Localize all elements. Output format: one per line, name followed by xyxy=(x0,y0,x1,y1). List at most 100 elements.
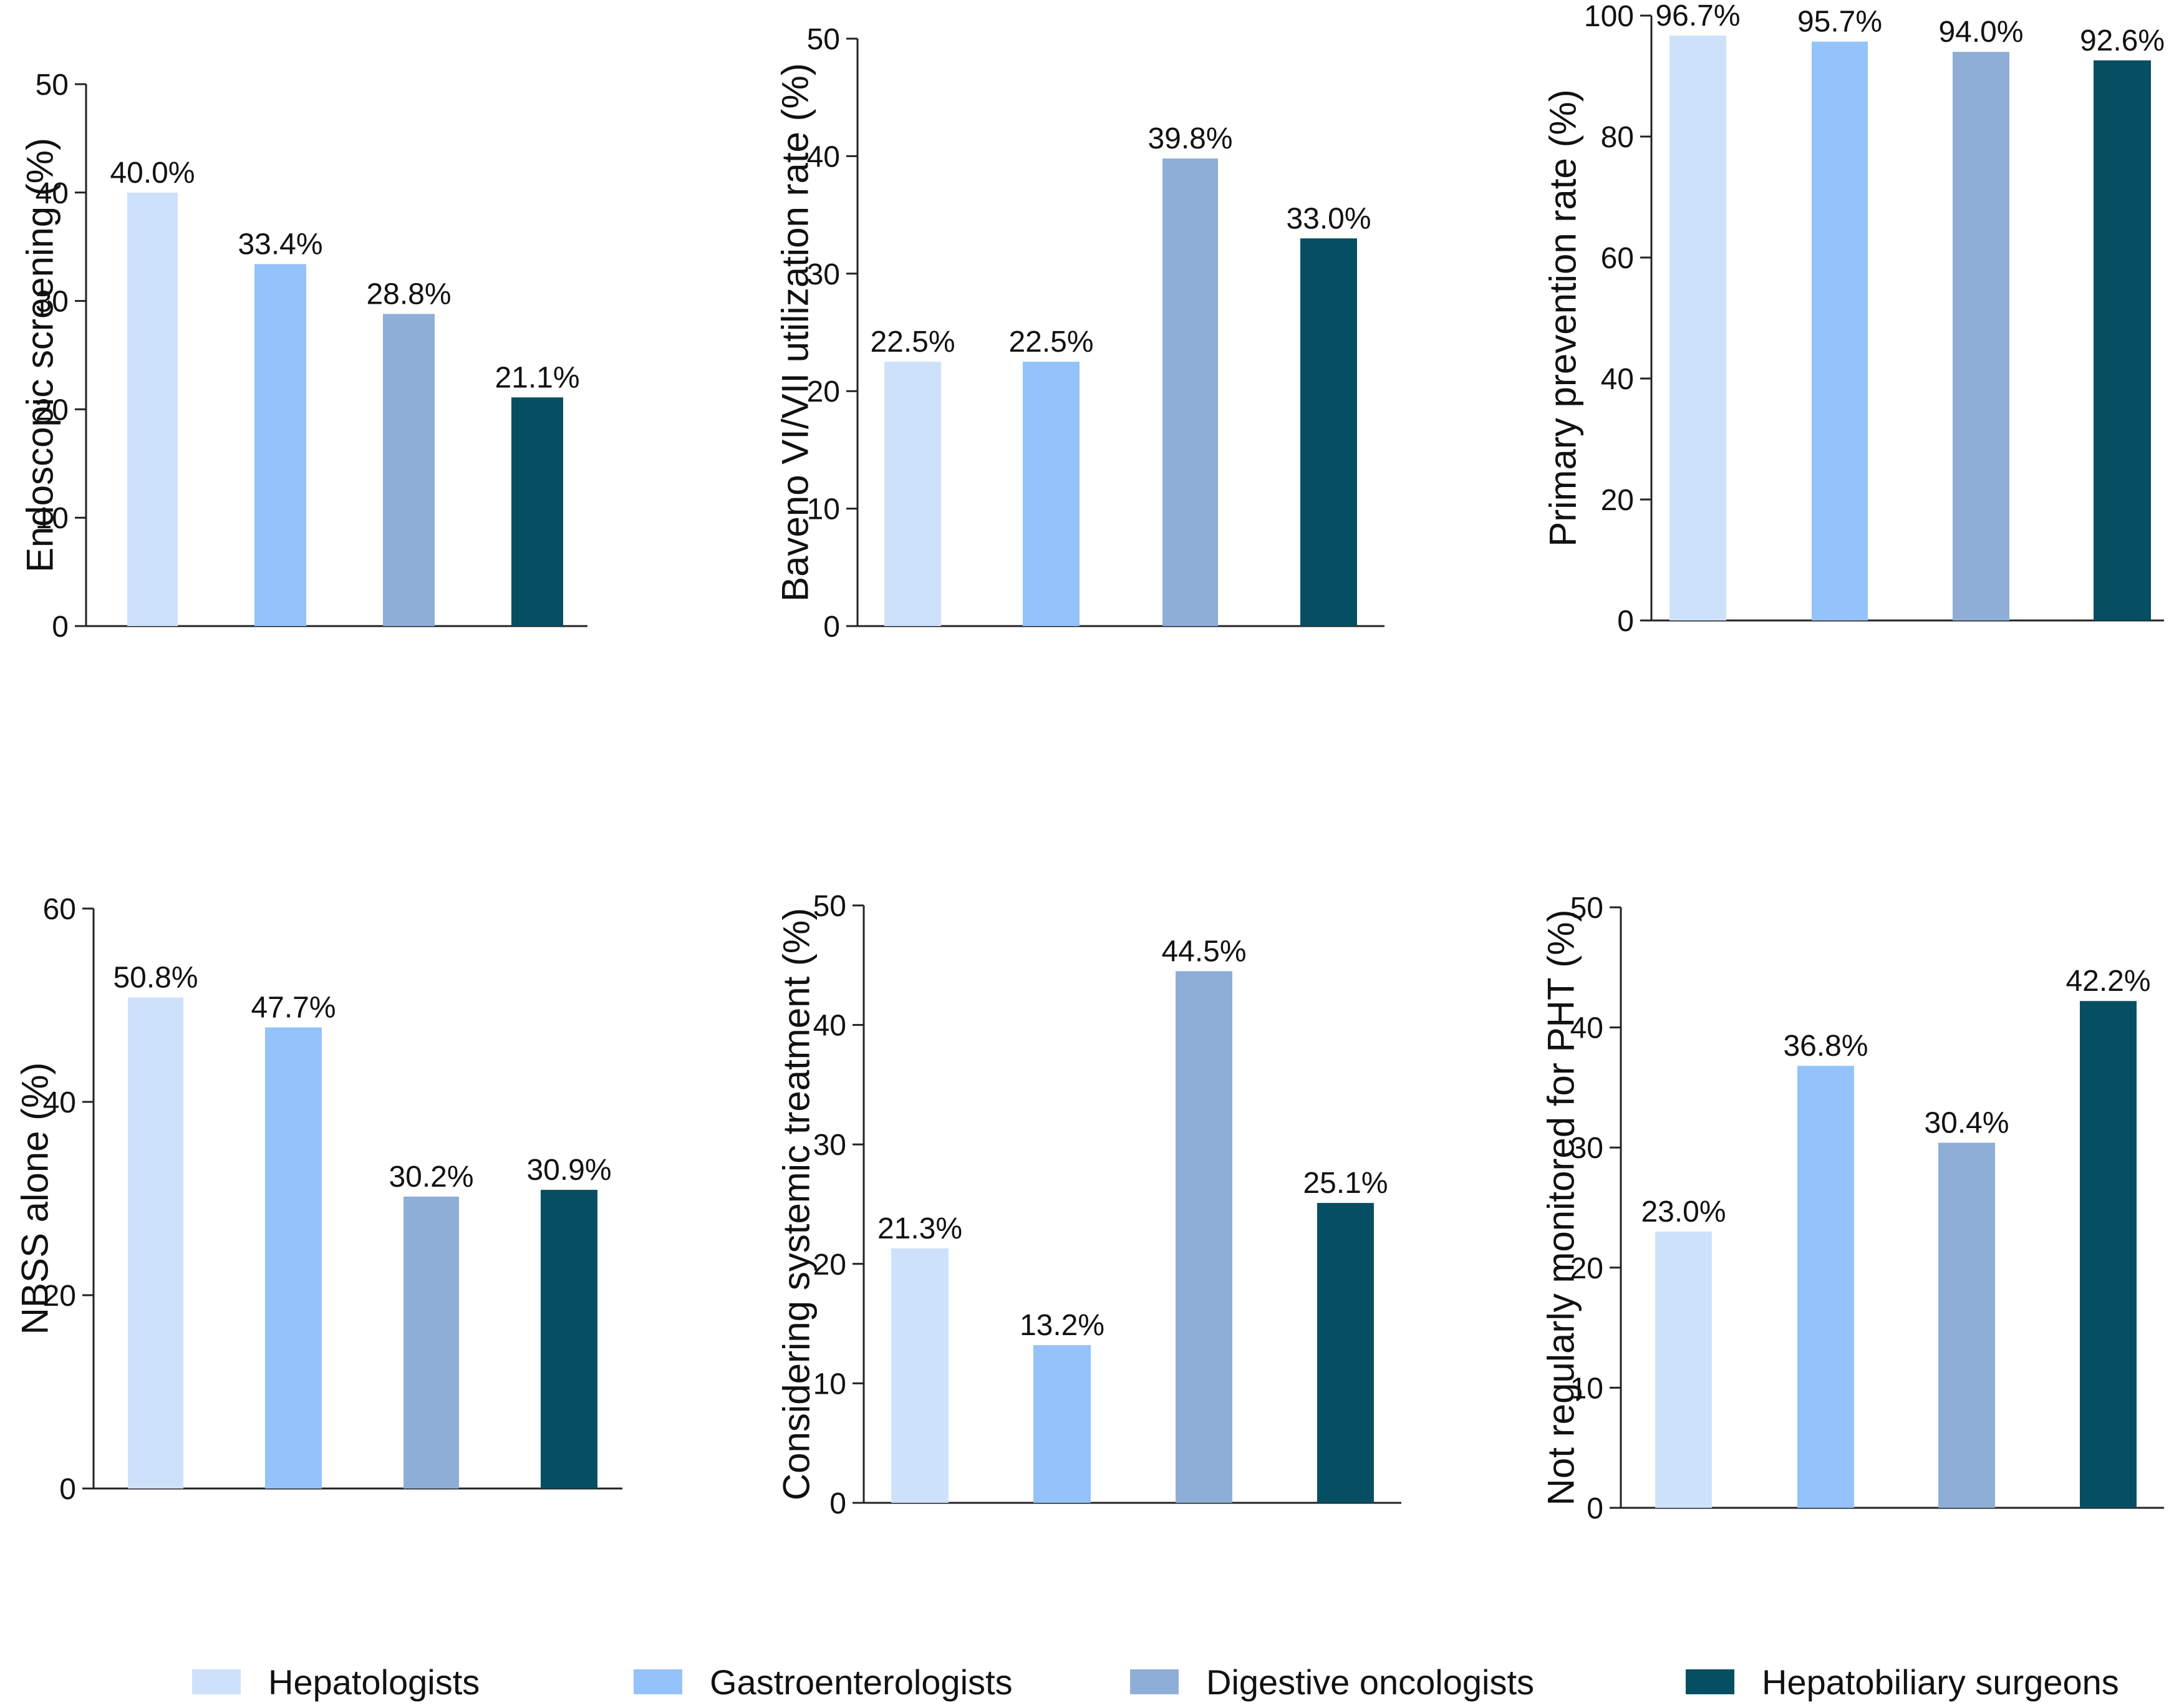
y-tick-label: 40 xyxy=(807,140,840,173)
data-label-hepatobiliary-surgeons: 30.9% xyxy=(526,1154,611,1187)
legend-swatch-hepatologists xyxy=(192,1669,241,1694)
y-tick-label: 0 xyxy=(823,610,840,644)
y-tick-label: 40 xyxy=(1570,1012,1603,1045)
bar-hepatologists xyxy=(1669,36,1726,620)
data-label-digestive-oncologists: 39.8% xyxy=(1147,122,1232,155)
legend-item-gastroenterologists: Gastroenterologists xyxy=(634,1662,1013,1702)
bar-digestive-oncologists xyxy=(1162,158,1218,627)
y-tick-label: 0 xyxy=(1617,605,1634,638)
y-tick-label: 100 xyxy=(1584,0,1634,33)
y-tick-label: 40 xyxy=(43,1086,76,1119)
y-tick-label: 10 xyxy=(807,493,840,526)
bar-hepatobiliary-surgeons xyxy=(2094,60,2151,620)
y-tick-label: 0 xyxy=(829,1487,846,1520)
y-tick-label: 30 xyxy=(807,258,840,291)
data-label-digestive-oncologists: 30.2% xyxy=(389,1160,473,1194)
y-axis-label: Baveno VI/VII utilization rate (%) xyxy=(775,63,816,602)
data-label-hepatobiliary-surgeons: 42.2% xyxy=(2065,965,2150,998)
data-label-hepatobiliary-surgeons: 92.6% xyxy=(2080,24,2165,57)
y-tick-label: 20 xyxy=(1601,484,1634,517)
bar-gastroenterologists xyxy=(265,1027,322,1488)
data-label-gastroenterologists: 36.8% xyxy=(1783,1030,1868,1063)
y-axis-label: Endoscopic screening (%) xyxy=(19,138,61,572)
y-tick-label: 20 xyxy=(36,393,69,427)
bar-hepatobiliary-surgeons xyxy=(541,1190,597,1488)
y-tick-label: 50 xyxy=(1570,892,1603,925)
bar-hepatobiliary-surgeons xyxy=(511,397,563,626)
bar-digestive-oncologists xyxy=(1176,971,1232,1503)
data-label-hepatologists: 22.5% xyxy=(870,326,955,359)
y-tick-label: 0 xyxy=(59,1473,76,1506)
y-tick-label: 60 xyxy=(1601,242,1634,275)
bar-hepatologists xyxy=(128,997,183,1488)
data-label-hepatobiliary-surgeons: 33.0% xyxy=(1286,202,1371,235)
data-label-gastroenterologists: 33.4% xyxy=(238,228,322,261)
data-label-hepatologists: 23.0% xyxy=(1641,1195,1726,1228)
data-label-gastroenterologists: 47.7% xyxy=(251,992,336,1025)
y-tick-label: 50 xyxy=(807,23,840,56)
chart-panel-1: 0 10 20 30 40 50 Endoscopic screening (%) 40.0%… xyxy=(19,69,587,644)
data-label-digestive-oncologists: 44.5% xyxy=(1161,935,1246,968)
bar-gastroenterologists xyxy=(1023,362,1080,626)
y-tick-label: 50 xyxy=(36,69,69,102)
data-label-hepatologists: 96.7% xyxy=(1655,0,1740,32)
data-label-hepatologists: 21.3% xyxy=(877,1212,962,1245)
bar-digestive-oncologists xyxy=(383,314,435,626)
legend-label-hepatobiliary-surgeons: Hepatobiliary surgeons xyxy=(1762,1662,2119,1702)
y-tick-label: 10 xyxy=(813,1368,846,1401)
legend-item-hepatologists: Hepatologists xyxy=(192,1662,480,1702)
bar-chart-grid: 0 10 20 30 40 50 Endoscopic screening (%) 40.0%… xyxy=(14,0,2165,1525)
bar-gastroenterologists xyxy=(254,264,306,626)
chart-panel-2: 0 10 20 30 40 50 Baveno VI/VII utilization rat… xyxy=(775,23,1384,644)
data-label-digestive-oncologists: 94.0% xyxy=(1938,16,2023,49)
y-tick-label: 20 xyxy=(807,375,840,408)
legend-label-digestive-oncologists: Digestive oncologists xyxy=(1206,1662,1535,1702)
y-tick-label: 0 xyxy=(52,610,69,644)
y-tick-label: 40 xyxy=(36,177,69,210)
y-tick-label: 30 xyxy=(813,1129,846,1162)
legend-swatch-digestive-oncologists xyxy=(1130,1669,1179,1694)
data-label-hepatobiliary-surgeons: 25.1% xyxy=(1303,1167,1388,1200)
bar-hepatologists xyxy=(884,362,941,626)
bar-hepatobiliary-surgeons xyxy=(1317,1203,1374,1503)
y-tick-label: 50 xyxy=(813,890,846,923)
y-tick-label: 20 xyxy=(43,1280,76,1313)
y-axis-label: Not regularly monitored for PHT (%) xyxy=(1540,910,1582,1506)
data-label-gastroenterologists: 95.7% xyxy=(1797,6,1882,39)
bar-hepatobiliary-surgeons xyxy=(2080,1001,2137,1508)
bar-digestive-oncologists xyxy=(403,1196,459,1488)
data-label-gastroenterologists: 13.2% xyxy=(1020,1309,1104,1342)
data-label-hepatobiliary-surgeons: 21.1% xyxy=(495,361,579,394)
data-label-hepatologists: 40.0% xyxy=(110,157,195,190)
bar-digestive-oncologists xyxy=(1953,52,2009,620)
chart-panel-3: 0 20 40 60 80 100 Primary prevention rate (%) 9… xyxy=(1542,0,2165,638)
bar-hepatologists xyxy=(1655,1232,1712,1508)
legend-swatch-hepatobiliary-surgeons xyxy=(1686,1669,1734,1694)
legend-item-hepatobiliary-surgeons: Hepatobiliary surgeons xyxy=(1686,1662,2119,1702)
y-tick-label: 20 xyxy=(813,1248,846,1281)
y-tick-label: 80 xyxy=(1601,121,1634,154)
bar-hepatobiliary-surgeons xyxy=(1300,238,1357,626)
y-tick-label: 30 xyxy=(36,286,69,319)
data-label-gastroenterologists: 22.5% xyxy=(1008,326,1093,359)
bar-hepatologists xyxy=(127,192,178,626)
bar-gastroenterologists xyxy=(1812,41,1868,620)
bar-gastroenterologists xyxy=(1797,1066,1854,1508)
bar-gastroenterologists xyxy=(1033,1345,1091,1503)
y-tick-label: 20 xyxy=(1570,1252,1603,1285)
bar-hepatologists xyxy=(891,1248,949,1503)
y-tick-label: 40 xyxy=(1601,363,1634,396)
y-tick-label: 10 xyxy=(36,502,69,535)
y-tick-label: 40 xyxy=(813,1010,846,1043)
legend: Hepatologists Gastroenterologists Digest… xyxy=(0,1659,2179,1708)
y-axis-label: Considering systemic treatment (%) xyxy=(776,908,818,1500)
y-tick-label: 0 xyxy=(1587,1492,1603,1525)
y-tick-label: 10 xyxy=(1570,1372,1603,1405)
legend-swatch-gastroenterologists xyxy=(634,1669,682,1694)
data-label-digestive-oncologists: 30.4% xyxy=(1924,1106,2009,1139)
legend-item-digestive-oncologists: Digestive oncologists xyxy=(1130,1662,1534,1702)
chart-panel-4: 0 20 40 60 NBSS alone (%) 50.8% 47.7% 30.2% 30.9… xyxy=(14,893,622,1506)
bar-digestive-oncologists xyxy=(1938,1142,1995,1508)
